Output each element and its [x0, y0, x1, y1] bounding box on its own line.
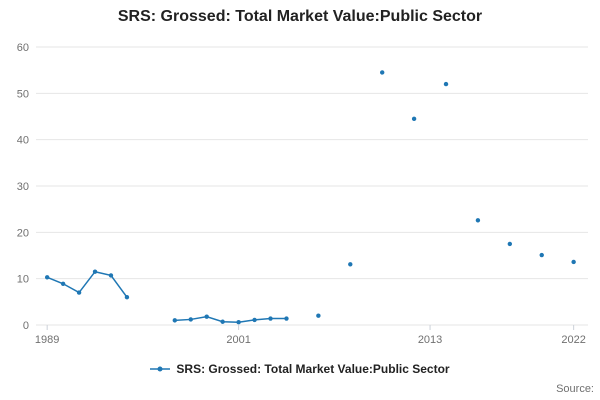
data-point[interactable] — [76, 290, 82, 295]
data-point[interactable] — [268, 316, 273, 321]
y-tick-label: 30 — [17, 181, 29, 193]
data-point[interactable] — [411, 116, 417, 122]
data-point[interactable] — [236, 320, 241, 325]
chart-title: SRS: Grossed: Total Market Value:Public … — [117, 8, 483, 25]
data-point[interactable] — [571, 259, 576, 265]
x-tick-label: 2022 — [561, 334, 585, 346]
x-tick-label: 2001 — [226, 334, 250, 346]
data-point[interactable] — [220, 319, 225, 324]
y-tick-label: 60 — [17, 42, 29, 54]
data-point[interactable] — [60, 281, 66, 286]
data-point[interactable] — [44, 275, 50, 280]
y-tick-label: 0 — [23, 320, 29, 332]
data-point[interactable] — [108, 273, 114, 278]
data-point[interactable] — [92, 269, 98, 274]
data-point[interactable] — [124, 295, 130, 300]
y-tick-label: 40 — [17, 135, 29, 147]
y-tick-label: 50 — [17, 88, 29, 100]
data-point[interactable] — [475, 218, 481, 223]
data-point[interactable] — [188, 317, 193, 322]
data-point[interactable] — [316, 313, 321, 318]
legend-item[interactable]: SRS: Grossed: Total Market Value:Public … — [0, 362, 600, 376]
data-point[interactable] — [172, 318, 177, 323]
series-line — [46, 270, 128, 298]
data-point[interactable] — [443, 81, 449, 87]
legend-label: SRS: Grossed: Total Market Value:Public … — [176, 362, 450, 376]
y-tick-label: 10 — [17, 274, 29, 286]
data-point[interactable] — [379, 70, 385, 75]
source-label: Source: — [556, 383, 594, 395]
data-point[interactable] — [204, 314, 209, 319]
x-tick-label: 1989 — [35, 334, 59, 346]
data-point[interactable] — [348, 262, 353, 267]
data-point[interactable] — [284, 316, 289, 321]
series-line — [174, 315, 287, 323]
data-point[interactable] — [539, 252, 544, 258]
data-point[interactable] — [507, 241, 513, 247]
plot-area: 0 10 20 30 40 50 60 1989 2001 2013 2022 — [17, 42, 588, 346]
x-tick-label: 2013 — [418, 334, 442, 346]
data-point[interactable] — [252, 317, 257, 323]
y-tick-label: 20 — [17, 227, 29, 239]
legend-marker-icon — [150, 366, 171, 372]
